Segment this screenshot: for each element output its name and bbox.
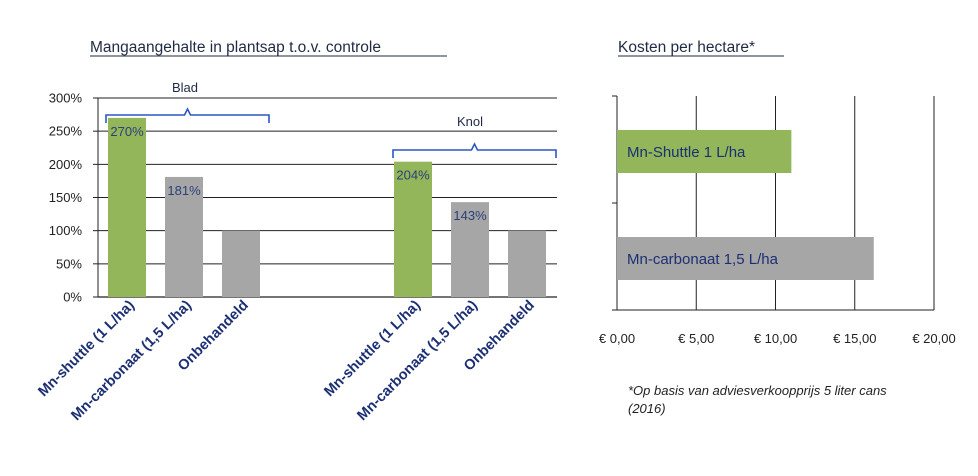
category-label: Mn-shuttle (1 L/ha) <box>321 297 424 400</box>
x-tick-label: € 10,00 <box>754 331 797 346</box>
y-tick-labels: 0% 50% 100% 150% 200% 250% 300% <box>49 91 83 305</box>
bar <box>617 237 874 280</box>
group-braces: Blad Knol <box>105 80 557 158</box>
y-tick-label: 150% <box>49 190 83 205</box>
bar-label: Mn-carbonaat 1,5 L/ha <box>627 251 779 268</box>
y-tick-label: 50% <box>56 256 82 271</box>
footnote-continued: (2016) <box>628 401 666 416</box>
bar <box>451 202 489 297</box>
x-tick-label: € 20,00 <box>912 331 955 346</box>
bar <box>508 230 546 297</box>
y-tick-label: 250% <box>49 124 83 139</box>
y-tick-label: 100% <box>49 223 83 238</box>
group-brace <box>392 142 557 158</box>
category-labels: Mn-shuttle (1 L/ha)Mn-carbonaat (1,5 L/h… <box>35 297 537 424</box>
data-labels: 270% 181% 204% 143% <box>110 124 487 223</box>
bar-series <box>108 117 546 298</box>
category-label: Mn-shuttle (1 L/ha) <box>35 297 138 400</box>
bar <box>108 117 146 298</box>
bar <box>222 230 260 297</box>
data-label: 143% <box>453 208 487 223</box>
x-tick-label: € 15,00 <box>833 331 876 346</box>
x-tick-label: € 5,00 <box>678 331 714 346</box>
bar-series: Mn-Shuttle 1 L/ha Mn-carbonaat 1,5 L/ha <box>617 130 874 280</box>
group-brace <box>105 107 270 123</box>
y-tick-label: 0% <box>63 290 82 305</box>
data-label: 181% <box>167 183 201 198</box>
data-label: 270% <box>110 124 144 139</box>
chart-title-costs: Kosten per hectare* <box>618 39 755 56</box>
bar <box>394 161 432 297</box>
y-tick-label: 300% <box>49 91 83 106</box>
data-label: 204% <box>396 168 430 183</box>
group-label: Blad <box>172 80 198 95</box>
x-tick-label: € 0,00 <box>599 331 635 346</box>
x-tick-labels: € 0,00 € 5,00 € 10,00 € 15,00 € 20,00 <box>599 331 956 346</box>
category-label: Mn-carbonaat (1,5 L/ha) <box>354 297 481 424</box>
chart-title-manganese: Mangaangehalte in plantsap t.o.v. contro… <box>90 39 381 56</box>
bar <box>617 130 792 173</box>
y-tick-label: 200% <box>49 157 83 172</box>
category-label: Mn-carbonaat (1,5 L/ha) <box>68 297 195 424</box>
bar-label: Mn-Shuttle 1 L/ha <box>627 144 746 161</box>
bar <box>165 176 203 297</box>
group-label: Knol <box>457 114 483 129</box>
footnote: *Op basis van adviesverkoopprijs 5 liter… <box>628 383 887 398</box>
